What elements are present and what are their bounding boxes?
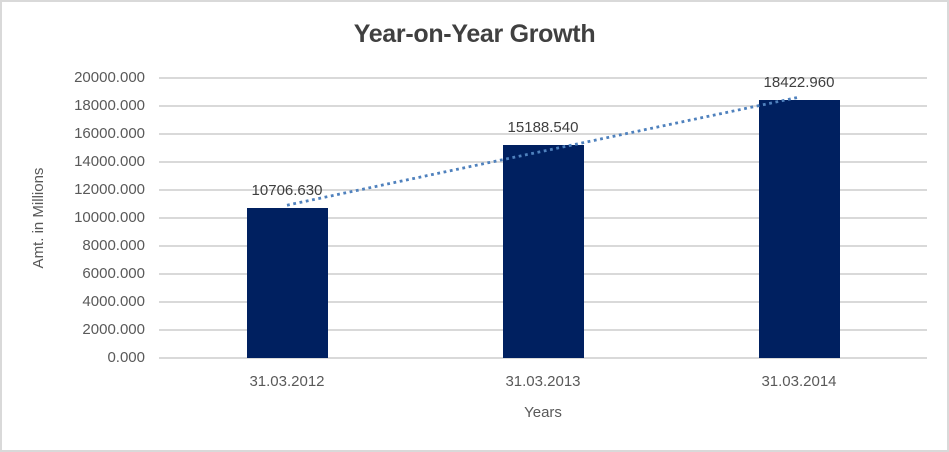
y-tick-label: 12000.000 (74, 181, 145, 198)
bar-data-label: 15188.540 (507, 119, 579, 137)
x-axis-title: Years (524, 404, 562, 421)
x-tick-label: 31.03.2013 (505, 373, 581, 390)
trendline (286, 95, 800, 207)
bar (502, 145, 584, 358)
x-tick-label: 31.03.2012 (249, 373, 325, 390)
y-tick-label: 20000.000 (74, 69, 145, 86)
bar (246, 208, 328, 358)
y-tick-label: 10000.000 (74, 209, 145, 226)
y-tick-label: 2000.000 (82, 321, 145, 338)
y-tick-label: 14000.000 (74, 153, 145, 170)
y-tick-label: 16000.000 (74, 125, 145, 142)
y-tick-label: 6000.000 (82, 265, 145, 282)
bar-data-label: 18422.960 (763, 74, 835, 92)
trendline-path (286, 95, 800, 207)
chart-title: Year-on-Year Growth (353, 20, 596, 48)
bar-data-label: 10706.630 (251, 182, 323, 200)
y-tick-label: 4000.000 (82, 293, 145, 310)
y-tick-label: 8000.000 (82, 237, 145, 254)
bar (758, 100, 840, 358)
plot-area: 10706.630 15188.540 18422.960 (159, 74, 927, 359)
x-tick-label: 31.03.2014 (761, 373, 837, 390)
y-tick-label: 18000.000 (74, 97, 145, 114)
y-tick-label: 0.000 (107, 349, 145, 366)
